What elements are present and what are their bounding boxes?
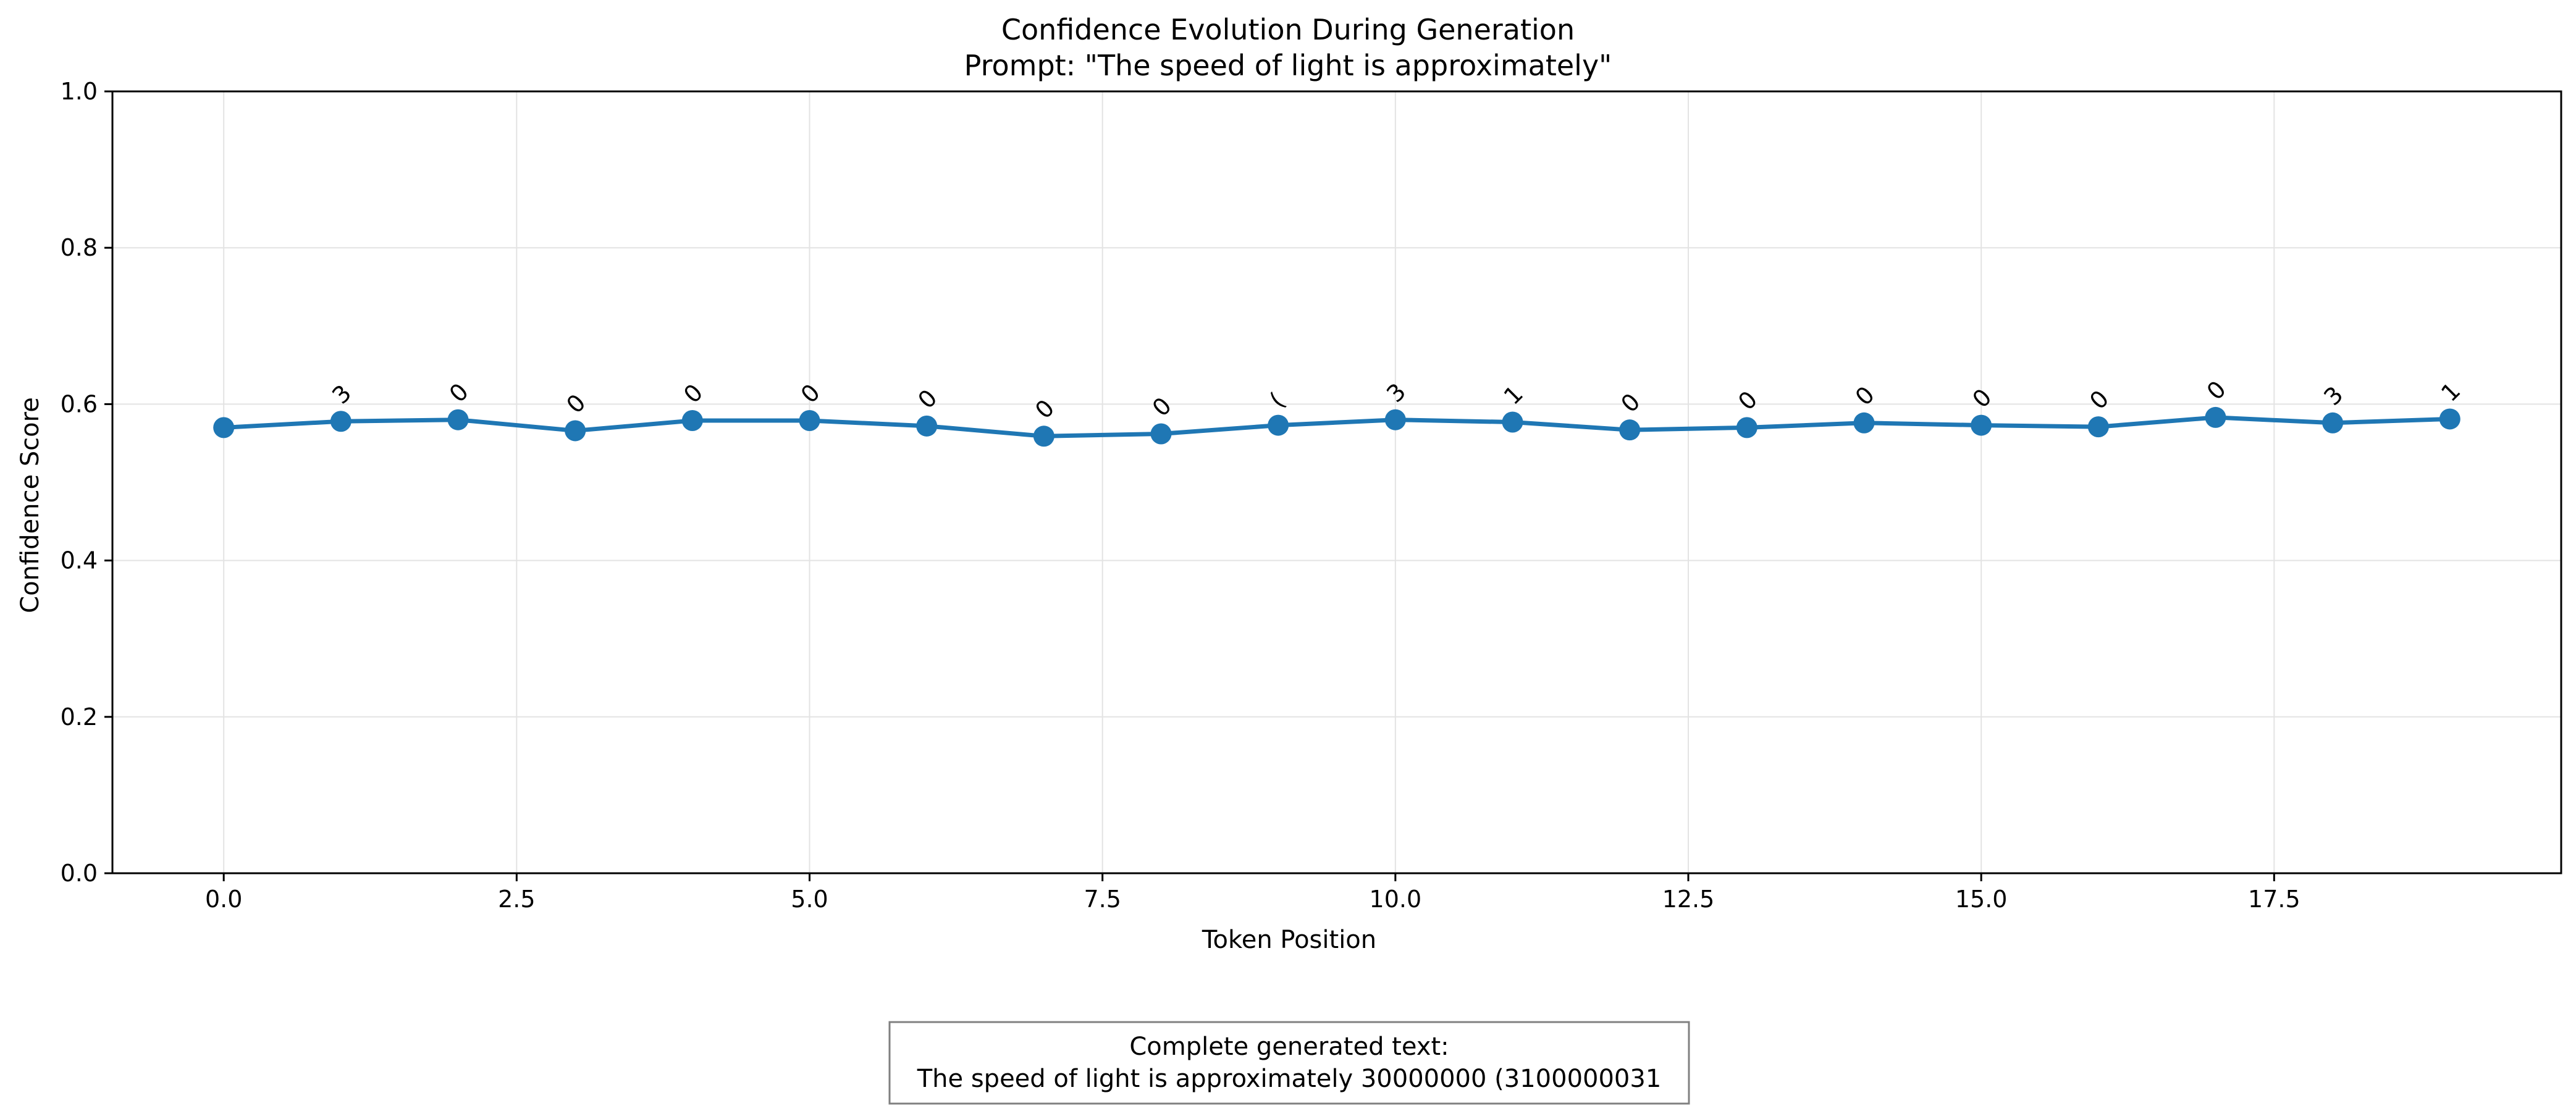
point-label: (	[1264, 387, 1290, 413]
chart-subtitle: Prompt: "The speed of light is approxima…	[964, 49, 1612, 82]
data-point	[2205, 406, 2226, 428]
data-point	[213, 417, 235, 438]
point-label: 0	[1147, 392, 1177, 422]
caption-line-1: Complete generated text:	[1129, 1033, 1449, 1061]
data-point	[1619, 419, 1641, 441]
y-tick-label: 0.0	[61, 860, 98, 887]
data-point	[2439, 408, 2460, 430]
point-label: 1	[2436, 377, 2465, 407]
point-label: 0	[1615, 388, 1645, 417]
point-label: 0	[1030, 394, 1059, 424]
y-tick-label: 0.8	[61, 234, 98, 261]
data-point	[681, 409, 703, 431]
point-label: 0	[2084, 385, 2114, 414]
data-point	[799, 409, 820, 431]
series-layer	[213, 406, 2460, 447]
text-layer: Confidence Evolution During Generation P…	[16, 13, 1612, 954]
point-label: 0	[444, 378, 474, 408]
x-tick-label: 2.5	[498, 886, 535, 913]
data-point	[1502, 411, 1523, 433]
data-point	[447, 409, 469, 430]
data-point	[1971, 414, 1992, 436]
y-tick-label: 0.2	[61, 703, 98, 731]
data-point	[1268, 414, 1289, 436]
caption-frame	[888, 1021, 1690, 1105]
point-label: 3	[1381, 378, 1411, 408]
data-point	[2322, 412, 2344, 434]
x-tick-label: 0.0	[205, 886, 242, 913]
x-tick-label: 5.0	[791, 886, 828, 913]
point-label: 0	[2202, 375, 2231, 405]
x-tick-label: 17.5	[2248, 886, 2300, 913]
point-label: 0	[1850, 381, 1880, 411]
chart-title: Confidence Evolution During Generation	[1001, 13, 1575, 46]
grid-layer	[112, 91, 2561, 874]
data-point	[1033, 426, 1054, 447]
data-point	[1853, 412, 1875, 434]
caption-box: Complete generated text: The speed of li…	[888, 1021, 1690, 1105]
series-line	[221, 415, 2452, 438]
point-label: 0	[1733, 386, 1762, 416]
data-point	[1384, 409, 1406, 430]
point-label: 0	[1967, 384, 1997, 413]
plot-frame	[111, 90, 2562, 874]
x-axis-label: Token Position	[1202, 926, 1376, 954]
data-point	[565, 420, 586, 442]
data-point	[1150, 423, 1172, 445]
x-tick-label: 12.5	[1662, 886, 1715, 913]
x-tick-label: 7.5	[1084, 886, 1121, 913]
y-tick-label: 0.4	[61, 547, 98, 574]
point-label: 3	[2318, 381, 2348, 411]
point-label: 1	[1499, 380, 1528, 410]
axes-layer: 0.0 2.5 5.0 7.5 10.0 12.5 15.0 17.5 0.0 0.2 0.4 0.6…	[61, 78, 2562, 913]
caption-line-2: The speed of light is approximately 3000…	[917, 1065, 1662, 1093]
y-axis-label: Confidence Score	[16, 397, 44, 613]
data-point	[330, 411, 351, 432]
data-point	[1736, 417, 1757, 438]
point-label: 0	[912, 384, 942, 414]
data-point	[916, 415, 938, 437]
y-tick-label: 1.0	[61, 78, 98, 105]
point-label: 0	[561, 389, 591, 419]
y-tick-label: 0.6	[61, 390, 98, 417]
x-tick-label: 15.0	[1955, 886, 2008, 913]
x-tick-label: 10.0	[1370, 886, 1422, 913]
data-point	[2087, 416, 2109, 438]
